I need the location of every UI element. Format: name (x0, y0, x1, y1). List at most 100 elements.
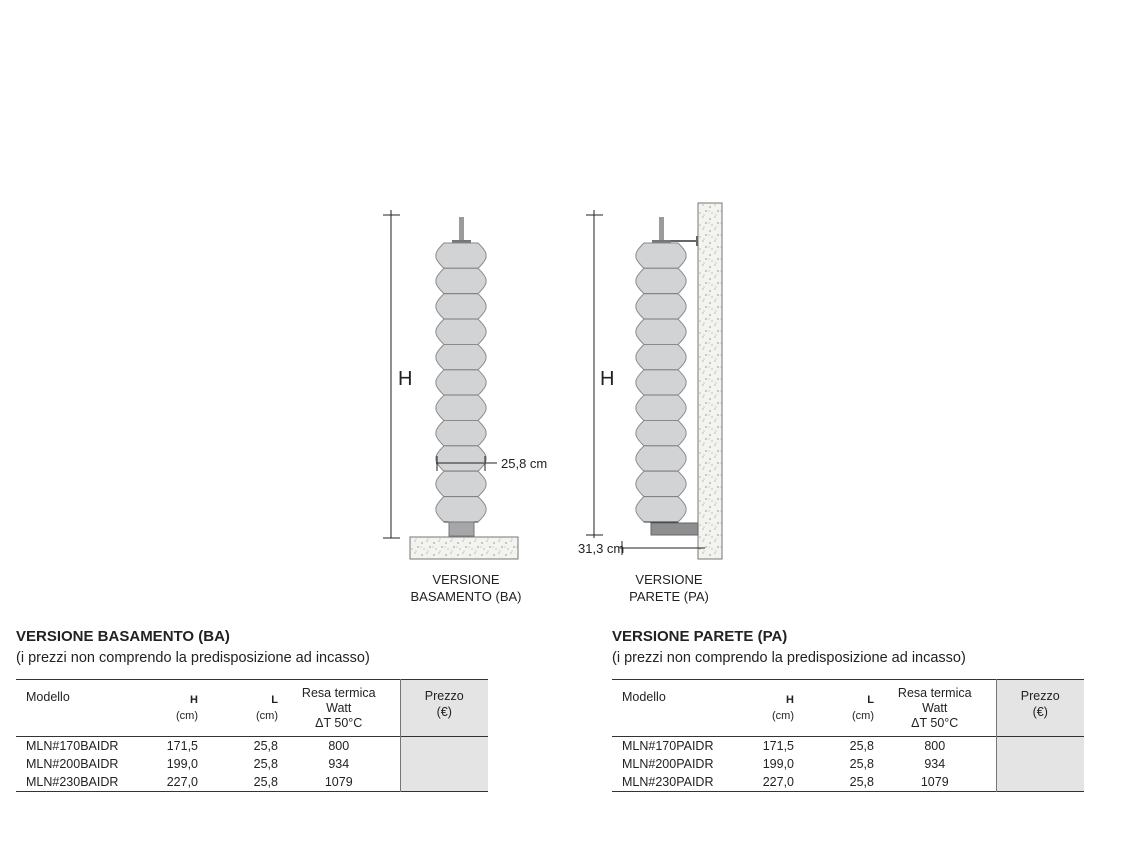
radiator-element (435, 318, 487, 345)
header-price-label: Prezzo (1020, 689, 1060, 703)
top-pipe (459, 217, 464, 241)
cell-l: 25,8 (253, 757, 278, 771)
price-table: Modello H (cm) L (cm) Resa termica Watt ΔT 5… (16, 679, 488, 792)
header-model: Modello (622, 690, 666, 704)
basamento-drawing: H 25,8 cm (383, 210, 547, 560)
wall (697, 202, 723, 560)
radiator-element (635, 369, 687, 396)
table-row: MLN#170PAIDR 171,5 25,8 800 (612, 736, 1084, 755)
cell-h: 171,5 (166, 739, 198, 753)
cell-h: 199,0 (166, 757, 198, 771)
cell-model: MLN#230PAIDR (622, 775, 714, 789)
cell-model: MLN#230BAIDR (26, 775, 119, 789)
header-power-line: Resa termica (301, 685, 376, 700)
table-row: MLN#200PAIDR 199,0 25,8 934 (612, 755, 1084, 773)
header-h: H (cm) (732, 680, 794, 737)
radiator-element (635, 343, 687, 371)
radiator-element (435, 343, 487, 371)
header-power-line: Resa termica (897, 685, 972, 700)
caption-line: PARETE (PA) (629, 589, 709, 604)
header-power: Resa termica Watt ΔT 50°C (874, 680, 996, 737)
cell-price (399, 736, 488, 755)
header-l-label: L (867, 694, 874, 706)
section-parete: VERSIONE PARETE (PA) (i prezzi non compr… (612, 628, 1084, 792)
cell-l: 25,8 (849, 757, 874, 771)
header-h-label: H (786, 694, 794, 706)
cell-watt: 1079 (920, 775, 949, 789)
radiator-column (435, 242, 487, 523)
cell-l: 25,8 (253, 775, 278, 789)
radiator-column (635, 242, 687, 523)
radiator-element (435, 394, 487, 422)
floor-base (409, 536, 519, 560)
section-title: VERSIONE PARETE (PA) (612, 628, 788, 645)
cell-watt: 934 (328, 757, 350, 771)
cell-watt: 934 (924, 757, 946, 771)
radiator-element (435, 445, 487, 472)
radiator-element (635, 496, 687, 523)
width-label: 25,8 cm (501, 456, 547, 471)
price-table: Modello H (cm) L (cm) Resa termica Watt ΔT 5… (612, 679, 1084, 792)
radiator-element (635, 394, 687, 422)
radiator-element (435, 293, 487, 320)
radiator-element (635, 420, 687, 447)
header-l: L (cm) (198, 680, 278, 737)
cell-price (995, 755, 1084, 773)
caption-basamento: VERSIONE BASAMENTO (BA) (386, 571, 546, 605)
cell-price (995, 773, 1084, 792)
header-price-unit: (€) (1032, 705, 1048, 719)
cell-l: 25,8 (849, 739, 874, 753)
caption-parete: VERSIONE PARETE (PA) (589, 571, 749, 605)
cell-l: 25,8 (849, 775, 874, 789)
cell-watt: 800 (328, 739, 350, 753)
cell-h: 171,5 (762, 739, 794, 753)
radiator-element (435, 496, 487, 523)
header-price: Prezzo (€) (399, 679, 488, 737)
section-subtitle: (i prezzi non comprendo la predisposizio… (612, 650, 966, 666)
table-row: MLN#230PAIDR 227,0 25,8 1079 (612, 773, 1084, 792)
cell-l: 25,8 (253, 739, 278, 753)
header-power: Resa termica Watt ΔT 50°C (278, 680, 400, 737)
cell-watt: 800 (924, 739, 946, 753)
radiator-element (435, 267, 487, 295)
table-row: MLN#230BAIDR 227,0 25,8 1079 (16, 773, 488, 792)
cell-price (399, 773, 488, 792)
section-title: VERSIONE BASAMENTO (BA) (16, 628, 230, 645)
cell-model: MLN#200PAIDR (622, 757, 714, 771)
cell-h: 199,0 (762, 757, 794, 771)
height-label: H (600, 368, 614, 390)
header-power-line: Watt (326, 700, 352, 715)
radiator-element (635, 470, 687, 498)
cell-watt: 1079 (324, 775, 353, 789)
depth-label: 31,3 cm (578, 541, 624, 556)
radiator-element (435, 420, 487, 447)
header-power-line: ΔT 50°C (315, 715, 363, 730)
header-price-unit: (€) (436, 705, 452, 719)
header-h-label: H (190, 694, 198, 706)
cell-model: MLN#200BAIDR (26, 757, 119, 771)
cell-price (399, 755, 488, 773)
caption-line: VERSIONE (635, 572, 703, 587)
header-price-label: Prezzo (424, 689, 464, 703)
header-l-label: L (271, 694, 278, 706)
caption-line: BASAMENTO (BA) (410, 589, 522, 604)
cell-model: MLN#170BAIDR (26, 739, 119, 753)
table-header-row: Modello H (cm) L (cm) Resa termica Watt ΔT 5… (16, 679, 488, 737)
base-cylinder (448, 521, 475, 537)
radiator-element (635, 318, 687, 345)
header-h: H (cm) (136, 680, 198, 737)
header-power-line: Watt (922, 700, 948, 715)
header-price: Prezzo (€) (995, 679, 1084, 737)
cell-model: MLN#170PAIDR (622, 739, 714, 753)
technical-drawing: H 25,8 cm H 31,3 cm (383, 202, 723, 560)
cell-price (995, 736, 1084, 755)
bottom-bracket (650, 522, 699, 536)
header-l-unit: (cm) (256, 710, 278, 722)
radiator-element (435, 369, 487, 396)
header-l: L (cm) (794, 680, 874, 737)
radiator-element (635, 293, 687, 320)
table-row: MLN#170BAIDR 171,5 25,8 800 (16, 736, 488, 755)
table-row: MLN#200BAIDR 199,0 25,8 934 (16, 755, 488, 773)
radiator-element (635, 445, 687, 472)
cell-h: 227,0 (762, 775, 794, 789)
